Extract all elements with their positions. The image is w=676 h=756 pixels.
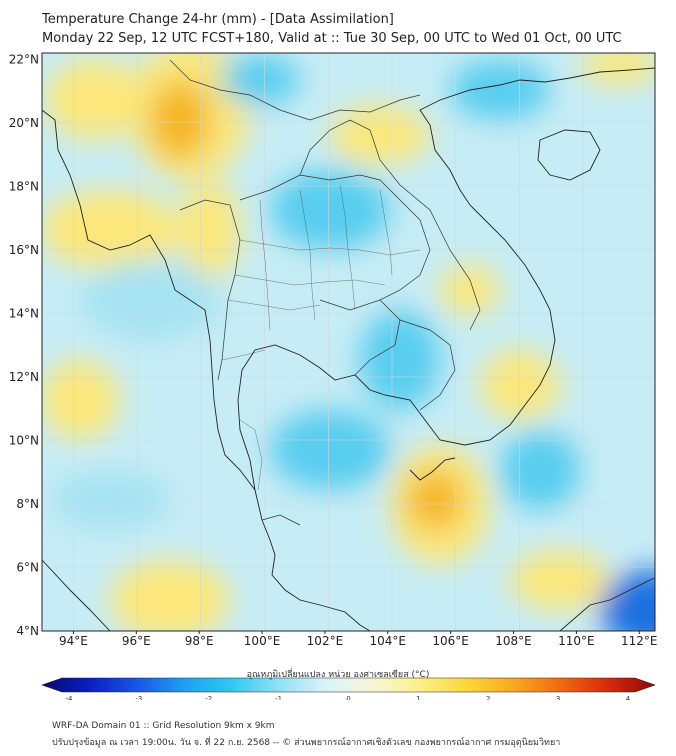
- map-frame: [41, 52, 656, 632]
- graticule: [42, 53, 655, 631]
- warm-myanmar-west: [42, 190, 180, 270]
- warm-vietnam-north: [330, 105, 430, 165]
- map-plot-area: [42, 53, 655, 631]
- latitude-label: 14°N: [9, 306, 39, 320]
- latitude-label: 16°N: [9, 243, 39, 257]
- longitude-label: 108°E: [495, 634, 532, 648]
- colorbar-tick-label: 4: [626, 695, 631, 700]
- latitude-label: 4°N: [16, 624, 39, 638]
- footer-update-info: ปรับปรุงข้อมูล ณ เวลา 19:00น. วัน จ. ที่…: [52, 738, 561, 748]
- cool-andaman: [50, 470, 170, 530]
- cold-south-china-sea-southeast: [600, 570, 655, 631]
- warm-vietnam-north: [580, 53, 655, 85]
- longitude-label: 100°E: [244, 634, 281, 648]
- border-laos-vietnam: [299, 119, 481, 331]
- province-borders: [221, 184, 421, 491]
- warm-gulf-thailand-south: [407, 470, 463, 530]
- border-cambodia-vietnam: [399, 319, 456, 411]
- longitude-label: 104°E: [370, 634, 407, 648]
- border-malaysia: [261, 514, 301, 526]
- warm-gulf-thailand-south: [510, 550, 610, 610]
- latitude-label: 22°N: [9, 52, 39, 66]
- colorbar-tick-label: 2: [486, 695, 490, 700]
- colorbar-tick-label: 1: [416, 695, 420, 700]
- map-title: Temperature Change 24-hr (mm) - [Data As…: [42, 12, 394, 27]
- footer-model-info: WRF-DA Domain 01 :: Grid Resolution 9km …: [52, 721, 275, 731]
- warm-myanmar-west: [180, 180, 240, 280]
- colorbar-bar: [41, 677, 656, 693]
- coastline-hainan: [537, 129, 601, 181]
- latitude-label: 12°N: [9, 370, 39, 384]
- longitude-label: 102°E: [307, 634, 344, 648]
- latitude-label: 6°N: [16, 560, 39, 574]
- colorbar-title: อุณหภูมิเปลี่ยนแปลง หน่วย องศาเซลเซียส (…: [246, 670, 430, 680]
- coastline-vietnam-south: [409, 457, 456, 481]
- cool-gulf-thailand: [270, 410, 390, 490]
- temperature-field: [42, 53, 655, 631]
- colorbar-tick-label: -3: [135, 695, 142, 700]
- latitude-label: 10°N: [9, 433, 39, 447]
- colorbar: -4 -3 -2 -1 0 1 2 3 4: [41, 677, 656, 700]
- longitude-labels: 94°E 96°E 98°E 100°E 102°E 104°E 106°E 108°E 110…: [59, 631, 658, 648]
- cool-thailand-northeast: [360, 310, 440, 410]
- coastline-gulf: [237, 67, 655, 491]
- warm-gulf-thailand-south: [110, 560, 230, 631]
- colorbar-tick-label: -4: [66, 695, 74, 700]
- latitude-label: 20°N: [9, 116, 39, 130]
- colorbar-tick-label: -1: [275, 695, 282, 700]
- map-subtitle: Monday 22 Sep, 12 UTC FCST+180, Valid at…: [42, 31, 622, 46]
- warm-cambodia-east: [440, 265, 500, 315]
- longitude-label: 110°E: [558, 634, 595, 648]
- colorbar-tick-label: 3: [556, 695, 560, 700]
- colorbar-tick-label: 0: [346, 695, 350, 700]
- cool-andaman: [80, 260, 220, 340]
- coastline-borneo: [559, 577, 655, 631]
- cool-thailand-north: [220, 55, 300, 105]
- coastline-sumatra: [42, 559, 111, 631]
- border-thailand-laos: [239, 174, 431, 301]
- warm-myanmar-west: [45, 60, 145, 140]
- warm-myanmar-west: [42, 360, 120, 440]
- colorbar-tick-label: -2: [205, 695, 212, 700]
- latitude-label: 18°N: [9, 179, 39, 193]
- warm-myanmar-north: [150, 80, 210, 160]
- cool-thailand-north: [270, 170, 390, 250]
- longitude-label: 112°E: [621, 634, 658, 648]
- longitude-label: 98°E: [185, 634, 214, 648]
- colorbar-ticks: -4 -3 -2 -1 0 1 2 3 4: [66, 695, 631, 700]
- coastlines: [42, 67, 655, 631]
- latitude-label: 8°N: [16, 497, 39, 511]
- warm-cambodia-east: [480, 350, 560, 420]
- border-china: [169, 59, 421, 121]
- cool-south-china-sea: [500, 430, 580, 510]
- temperature-change-map: 94°E 96°E 98°E 100°E 102°E 104°E 106°E 108°E 110…: [9, 52, 658, 700]
- longitude-label: 94°E: [59, 634, 88, 648]
- longitude-label: 106°E: [432, 634, 469, 648]
- coastline-mainland: [42, 109, 371, 631]
- cool-south-china-sea: [450, 60, 550, 120]
- longitude-label: 96°E: [122, 634, 151, 648]
- latitude-labels: 22°N 20°N 18°N 16°N 14°N 12°N 10°N 8°N 6°N 4°N: [9, 52, 39, 638]
